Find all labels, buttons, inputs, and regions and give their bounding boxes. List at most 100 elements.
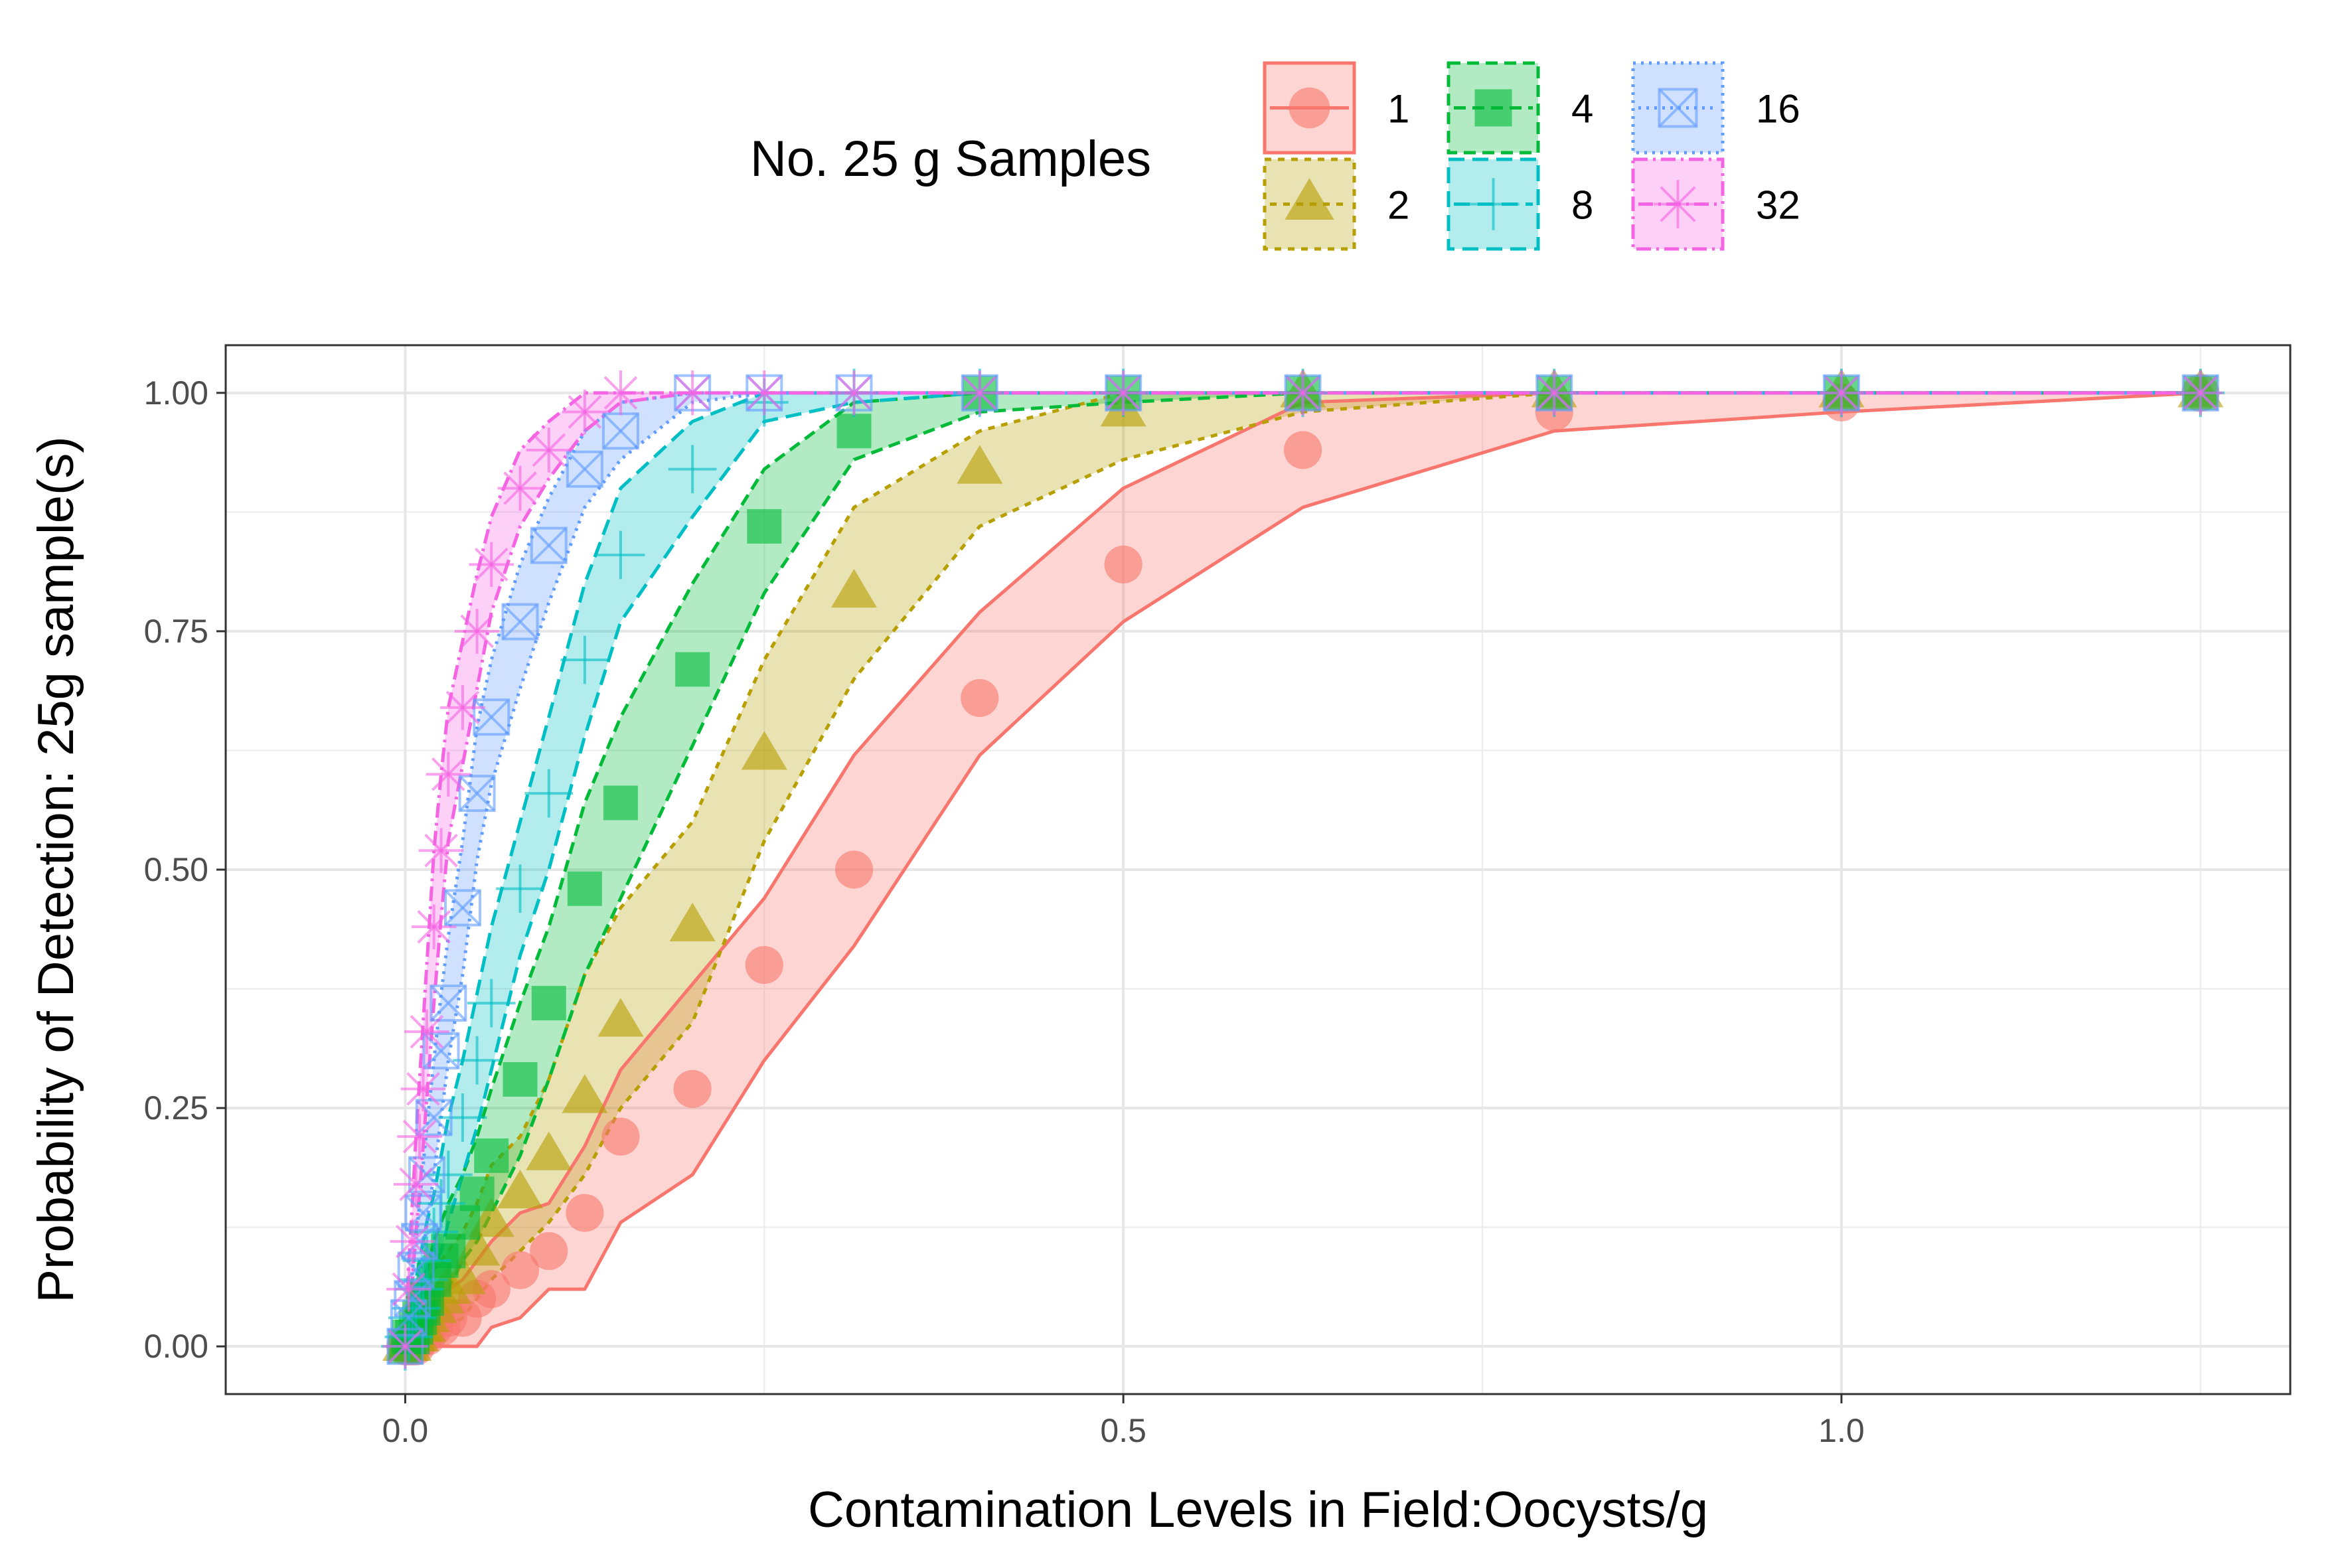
point-series-16 xyxy=(530,526,568,564)
point-series-32 xyxy=(1531,370,1577,416)
point-series-2 xyxy=(957,445,1003,484)
y-tick-label: 0.00 xyxy=(144,1328,208,1365)
legend-key-8: 8 xyxy=(1447,157,1593,251)
legend-label: 4 xyxy=(1571,87,1593,131)
point-series-8 xyxy=(596,530,645,580)
legend-key-16: 16 xyxy=(1631,61,1800,155)
y-tick-label: 1.00 xyxy=(144,374,208,412)
point-series-1 xyxy=(472,1270,510,1308)
point-series-1 xyxy=(961,678,999,718)
point-series-4 xyxy=(747,509,782,544)
point-series-32 xyxy=(404,1009,449,1054)
point-series-32 xyxy=(957,370,1002,416)
point-series-32 xyxy=(742,370,787,416)
point-series-4 xyxy=(459,1176,495,1212)
legend-key-32: 32 xyxy=(1631,157,1800,251)
point-series-1 xyxy=(530,1231,568,1271)
ribbon-series-1 xyxy=(405,392,2201,1347)
legend-label: 32 xyxy=(1756,183,1800,228)
point-series-1 xyxy=(501,1251,540,1289)
legend: No. 25 g Samples 1 2 4 8 16 32 xyxy=(750,61,1800,251)
point-series-16 xyxy=(422,1032,460,1069)
legend-label: 16 xyxy=(1756,87,1800,131)
point-series-2 xyxy=(497,1169,544,1209)
point-series-16 xyxy=(473,698,510,736)
point-series-32 xyxy=(1101,370,1146,416)
point-series-32 xyxy=(418,828,464,874)
point-series-2 xyxy=(669,902,716,942)
ribbons xyxy=(405,392,2201,1347)
point-series-32 xyxy=(598,370,643,416)
point-series-4 xyxy=(675,652,710,687)
point-series-8 xyxy=(453,1036,502,1085)
point-series-1 xyxy=(566,1194,604,1232)
point-series-2 xyxy=(597,998,644,1037)
y-axis-title: Probability of Detection: 25g sample(s) xyxy=(28,436,84,1302)
x-axis-title: Contamination Levels in Field:Oocysts/g xyxy=(808,1482,1708,1538)
legend-symbol xyxy=(1654,180,1702,228)
point-series-32 xyxy=(670,370,715,416)
point-series-8 xyxy=(467,979,516,1028)
point-series-32 xyxy=(386,1267,431,1312)
point-series-8 xyxy=(668,445,717,494)
legend-key-2: 2 xyxy=(1263,157,1409,251)
point-series-8 xyxy=(438,1093,487,1142)
point-series-32 xyxy=(454,609,500,654)
point-series-32 xyxy=(469,542,514,588)
upper-line-series-16 xyxy=(403,391,2201,1347)
legend-label: 2 xyxy=(1387,183,1409,228)
point-series-2 xyxy=(741,731,787,770)
point-series-32 xyxy=(831,370,877,416)
ribbon-series-2 xyxy=(405,392,2201,1347)
point-series-4 xyxy=(836,414,872,449)
x-tick-label: 0.0 xyxy=(382,1412,429,1449)
point-series-16 xyxy=(566,450,603,488)
point-series-2 xyxy=(830,569,878,608)
ribbon-series-16 xyxy=(405,392,2201,1347)
x-axis: 0.0 0.5 1.0 xyxy=(382,1394,1865,1449)
point-series-4 xyxy=(503,1062,538,1097)
point-series-32 xyxy=(390,1219,435,1264)
point-series-1 xyxy=(601,1117,640,1156)
point-series-1 xyxy=(745,946,783,984)
x-tick-label: 0.5 xyxy=(1100,1412,1146,1449)
point-series-4 xyxy=(474,1138,509,1173)
point-series-32 xyxy=(382,1324,428,1369)
point-series-2 xyxy=(526,1131,572,1170)
series-points xyxy=(381,368,2225,1371)
legend-title: No. 25 g Samples xyxy=(750,131,1151,187)
point-series-32 xyxy=(411,904,457,949)
legend-symbol xyxy=(1285,178,1334,220)
point-series-1 xyxy=(673,1069,712,1108)
legend-symbol xyxy=(1474,89,1512,127)
x-tick-label: 1.0 xyxy=(1818,1412,1865,1449)
point-series-1 xyxy=(834,850,874,889)
point-series-32 xyxy=(2177,370,2223,416)
point-series-16 xyxy=(458,775,496,813)
legend-key-4: 4 xyxy=(1447,61,1593,155)
point-series-32 xyxy=(440,685,485,730)
y-tick-label: 0.25 xyxy=(144,1089,208,1127)
legend-key-1: 1 xyxy=(1263,61,1409,155)
point-series-1 xyxy=(1104,545,1142,584)
point-series-4 xyxy=(531,986,566,1021)
point-series-32 xyxy=(1819,370,1864,416)
point-series-8 xyxy=(524,769,574,818)
point-series-16 xyxy=(430,984,467,1022)
legend-label: 1 xyxy=(1387,87,1409,131)
y-tick-label: 0.75 xyxy=(144,613,208,650)
legend-symbol xyxy=(1289,87,1330,129)
point-series-32 xyxy=(1280,370,1326,416)
point-series-4 xyxy=(603,785,638,821)
legend-symbol xyxy=(1658,88,1698,128)
point-series-16 xyxy=(443,889,481,927)
point-series-8 xyxy=(424,1150,473,1200)
point-series-32 xyxy=(426,751,471,797)
point-series-8 xyxy=(560,635,609,684)
point-series-16 xyxy=(501,603,539,641)
y-axis: 0.00 0.25 0.50 0.75 1.00 xyxy=(144,374,226,1365)
point-series-4 xyxy=(567,871,602,906)
plot-panel xyxy=(224,344,2292,1395)
legend-symbol xyxy=(1467,178,1520,230)
